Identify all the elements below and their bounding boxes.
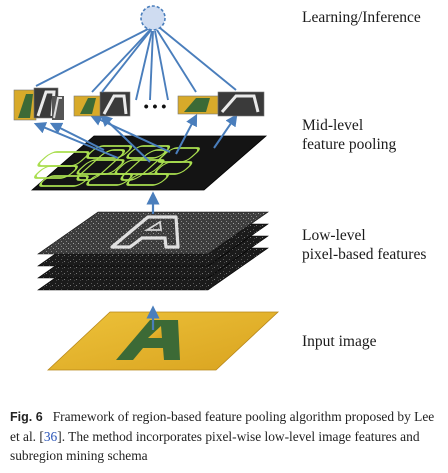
feature-letter-a <box>110 215 180 249</box>
framework-diagram: • • • <box>13 5 280 371</box>
input-letter-a <box>116 320 180 360</box>
citation-link[interactable]: 36 <box>43 429 58 444</box>
mid-level-patches: • • • <box>13 87 265 121</box>
patch-to-node-lines <box>35 27 237 101</box>
label-input-image: Input image <box>302 333 377 350</box>
figure-label: Fig. 6 <box>10 410 43 424</box>
pooling-to-patch-arrows <box>33 113 238 163</box>
figure-caption: Fig. 6 Framework of region-based feature… <box>10 407 442 465</box>
label-learning-inference: Learning/Inference <box>302 9 421 26</box>
learning-inference-node <box>140 5 166 31</box>
low-level-feature-stack <box>37 211 269 291</box>
caption-text-after: ]. The method incorporates pixel-wise lo… <box>10 429 420 463</box>
feature-layer-1 <box>37 211 269 255</box>
patch-group-3 <box>177 91 265 117</box>
label-low-level-features: Low-level pixel-based features <box>302 227 427 263</box>
caption-text-before: Framework of region-based feature poolin… <box>10 409 435 444</box>
input-image-layer <box>46 311 280 371</box>
pooling-layer <box>30 135 268 191</box>
label-mid-level-pooling: Mid-level feature pooling <box>302 117 397 153</box>
patch-ellipsis: • • • <box>144 98 167 114</box>
patch-group-1 <box>13 87 64 121</box>
patch-group-2 <box>73 91 131 117</box>
